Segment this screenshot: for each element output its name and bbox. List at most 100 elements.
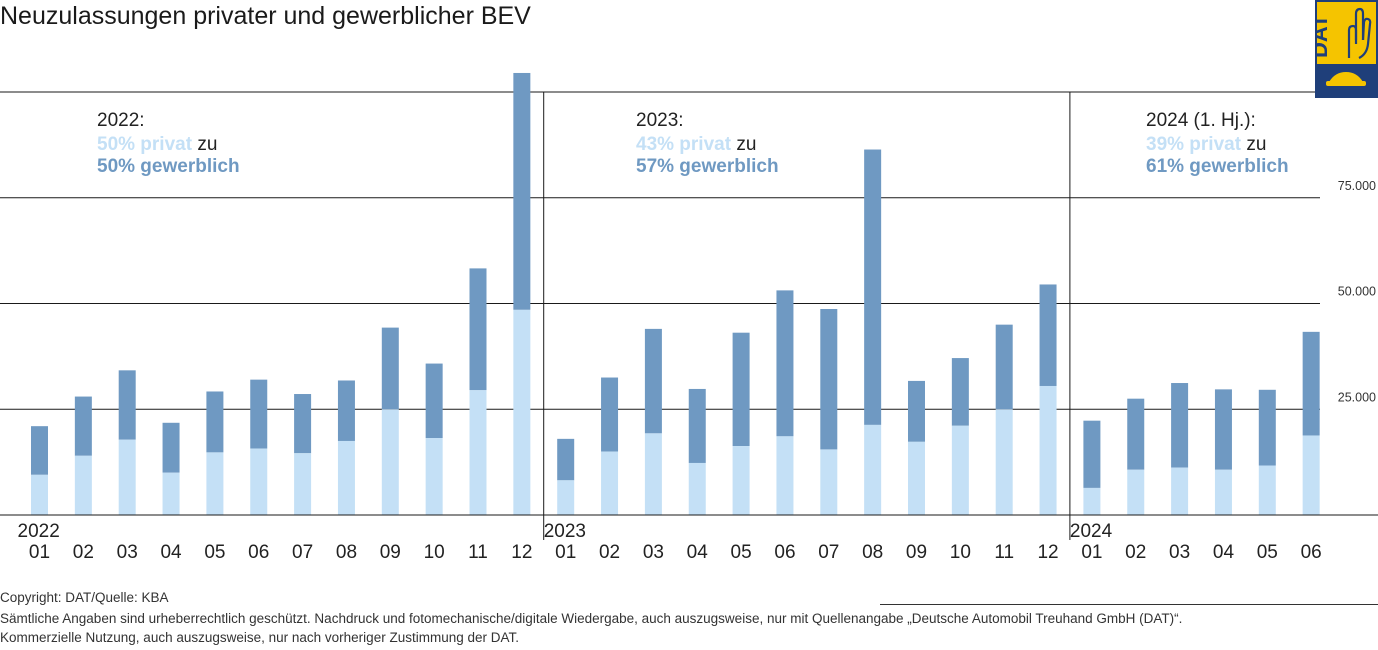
bar-gewerblich-2023-03	[644, 328, 662, 434]
bar-gewerblich-2024-04	[1214, 389, 1232, 470]
dat-logo: DAT	[1315, 0, 1378, 98]
x-tick-label: 08	[336, 542, 357, 563]
bar-gewerblich-2023-07	[820, 308, 838, 450]
x-tick-label: 06	[1301, 542, 1322, 563]
annotation-zu: zu	[1246, 134, 1266, 155]
footer-copyright: Copyright: DAT/Quelle: KBA	[0, 590, 169, 605]
year-label-2023: 2023	[544, 521, 586, 542]
bar-gewerblich-2022-07	[294, 394, 312, 454]
bar-gewerblich-2022-06	[250, 379, 268, 449]
x-tick-label: 04	[160, 542, 182, 563]
x-tick-label: 09	[380, 542, 401, 563]
footer-divider	[880, 604, 1378, 605]
bar-gewerblich-2022-11	[469, 268, 487, 391]
footer-legal-line-1: Sämtliche Angaben sind urheberrechtlich …	[0, 611, 1183, 626]
bar-privat-2022-10	[425, 438, 443, 515]
bar-privat-2024-05	[1258, 465, 1276, 515]
bar-privat-2023-08	[864, 424, 882, 515]
bar-gewerblich-2023-09	[908, 380, 925, 442]
bar-gewerblich-2022-10	[425, 363, 443, 439]
annotation-year-label: 2023:	[636, 110, 684, 131]
annotation-gewerblich-share: 61% gewerblich	[1146, 156, 1289, 177]
bar-gewerblich-2023-11	[995, 324, 1013, 410]
x-tick-label: 09	[906, 542, 927, 563]
bar-privat-2022-01	[31, 474, 48, 515]
bar-gewerblich-2024-05	[1258, 389, 1276, 466]
bar-privat-2022-05	[206, 452, 224, 515]
bar-gewerblich-2023-01	[557, 438, 575, 481]
footer-legal-line-2: Kommerzielle Nutzung, auch auszugsweise,…	[0, 630, 519, 645]
annotation-privat-line: 39% privat zu	[1146, 134, 1266, 155]
bar-gewerblich-2024-06	[1302, 331, 1320, 436]
annotation-privat-share: 50% privat	[97, 134, 197, 155]
bar-privat-2024-06	[1302, 435, 1320, 515]
x-tick-label: 11	[994, 542, 1014, 563]
bar-privat-2024-04	[1214, 469, 1232, 515]
bar-gewerblich-2022-02	[74, 396, 92, 456]
x-tick-label: 04	[1213, 542, 1235, 563]
bar-privat-2022-06	[250, 448, 268, 515]
annotation-privat-line: 50% privat zu	[97, 134, 217, 155]
bar-gewerblich-2023-12	[1039, 284, 1057, 386]
x-tick-label: 08	[862, 542, 883, 563]
dat-hand-logo-icon	[1347, 7, 1372, 59]
bar-privat-2023-04	[688, 462, 706, 515]
bar-privat-2023-01	[557, 480, 575, 515]
bar-gewerblich-2023-06	[776, 290, 794, 437]
x-tick-label: 06	[774, 542, 795, 563]
bar-privat-2024-03	[1171, 467, 1189, 515]
year-label-2024: 2024	[1070, 521, 1113, 542]
x-tick-label: 10	[950, 542, 971, 563]
x-tick-label: 03	[117, 542, 138, 563]
x-tick-label: 02	[599, 542, 620, 563]
x-tick-label: 07	[292, 542, 313, 563]
x-tick-label: 03	[643, 542, 664, 563]
bar-privat-2023-11	[995, 409, 1013, 515]
bar-gewerblich-2022-05	[206, 391, 224, 453]
bar-privat-2023-03	[644, 433, 662, 515]
bar-privat-2022-04	[162, 472, 180, 515]
x-tick-label: 02	[73, 542, 94, 563]
bar-gewerblich-2022-08	[337, 380, 355, 441]
bar-privat-2023-06	[776, 436, 794, 515]
bar-gewerblich-2024-01	[1083, 420, 1101, 488]
annotation-gewerblich-share: 50% gewerblich	[97, 156, 240, 177]
x-tick-label: 12	[511, 542, 532, 563]
y-tick-label: 75.000	[1338, 179, 1376, 193]
x-tick-label: 04	[687, 542, 709, 563]
bar-privat-2022-03	[118, 439, 136, 515]
annotation-year-label: 2024 (1. Hj.):	[1146, 110, 1256, 131]
x-tick-label: 05	[204, 542, 225, 563]
bar-privat-2023-10	[951, 425, 969, 515]
x-tick-label: 01	[29, 542, 50, 563]
x-tick-label: 02	[1125, 542, 1146, 563]
annotation-year-label: 2022:	[97, 110, 145, 131]
x-tick-label: 11	[468, 542, 488, 563]
annotation-privat-share: 39% privat	[1146, 134, 1246, 155]
bar-privat-2022-08	[337, 440, 355, 515]
chart-title: Neuzulassungen privater und gewerblicher…	[0, 2, 531, 30]
bar-gewerblich-2024-03	[1171, 383, 1189, 468]
bar-privat-2024-01	[1083, 487, 1101, 515]
bar-gewerblich-2022-12	[513, 72, 531, 310]
y-tick-label: 25.000	[1338, 390, 1376, 404]
bar-privat-2024-02	[1127, 469, 1145, 515]
annotation-privat-share: 43% privat	[636, 134, 736, 155]
x-tick-label: 12	[1037, 542, 1058, 563]
x-tick-label: 06	[248, 542, 269, 563]
bar-gewerblich-2022-04	[162, 422, 180, 473]
annotation-zu: zu	[736, 134, 756, 155]
x-tick-label: 03	[1169, 542, 1190, 563]
x-tick-label: 05	[1257, 542, 1278, 563]
annotation-zu: zu	[197, 134, 217, 155]
bar-gewerblich-2023-08	[864, 149, 882, 425]
y-tick-label: 50.000	[1338, 285, 1376, 299]
bar-gewerblich-2023-02	[601, 377, 619, 452]
bar-gewerblich-2023-05	[732, 332, 750, 447]
bar-privat-2022-12	[513, 309, 531, 515]
year-label-2022: 2022	[18, 521, 60, 542]
x-tick-label: 01	[555, 542, 576, 563]
bar-gewerblich-2022-03	[118, 370, 136, 440]
bar-privat-2023-09	[908, 441, 925, 515]
x-tick-label: 05	[731, 542, 752, 563]
